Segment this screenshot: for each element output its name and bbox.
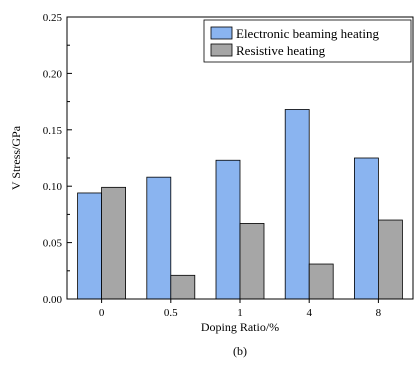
bar-resistive-0.5 [170,274,196,300]
bar-electronic-beaming-8 [353,157,379,300]
x-tick-label: 0.5 [164,307,178,319]
x-axis: 0 0.5 1 4 8 [99,299,382,319]
legend: Electronic beaming heating Resistive hea… [203,19,412,63]
bar-resistive-0 [101,186,126,300]
x-tick-label: 8 [376,307,382,319]
bars-layer [77,109,403,300]
legend-swatch-resistive [210,43,233,57]
legend-label-electronic-beaming: Electronic beaming heating [236,26,379,41]
y-tick-label: 0.10 [43,181,63,193]
bar-electronic-beaming-0.5 [146,176,172,300]
y-tick-label: 0.00 [43,294,63,306]
legend-label-resistive: Resistive heating [236,43,326,58]
y-tick-label: 0.25 [43,12,63,24]
legend-swatch-electronic-beaming [210,26,233,40]
x-tick-label: 0 [99,307,105,319]
bar-electronic-beaming-4 [284,109,310,300]
y-axis: 0.00 0.05 0.10 0.15 0.20 0.25 [43,12,72,306]
bar-resistive-8 [377,219,403,300]
bar-resistive-4 [308,263,334,300]
x-axis-label: Doping Ratio/% [201,320,279,334]
x-tick-label: 1 [237,307,243,319]
bar-electronic-beaming-0 [77,192,102,300]
y-tick-label: 0.05 [43,238,63,250]
x-tick-label: 4 [306,307,312,319]
bar-electronic-beaming-1 [215,159,241,300]
bar-resistive-1 [239,223,265,300]
y-axis-label: V Stress/GPa [9,125,23,190]
figure-caption: (b) [233,344,247,358]
y-tick-label: 0.15 [43,125,63,137]
y-tick-label: 0.20 [43,68,63,80]
legend-box [203,19,412,63]
